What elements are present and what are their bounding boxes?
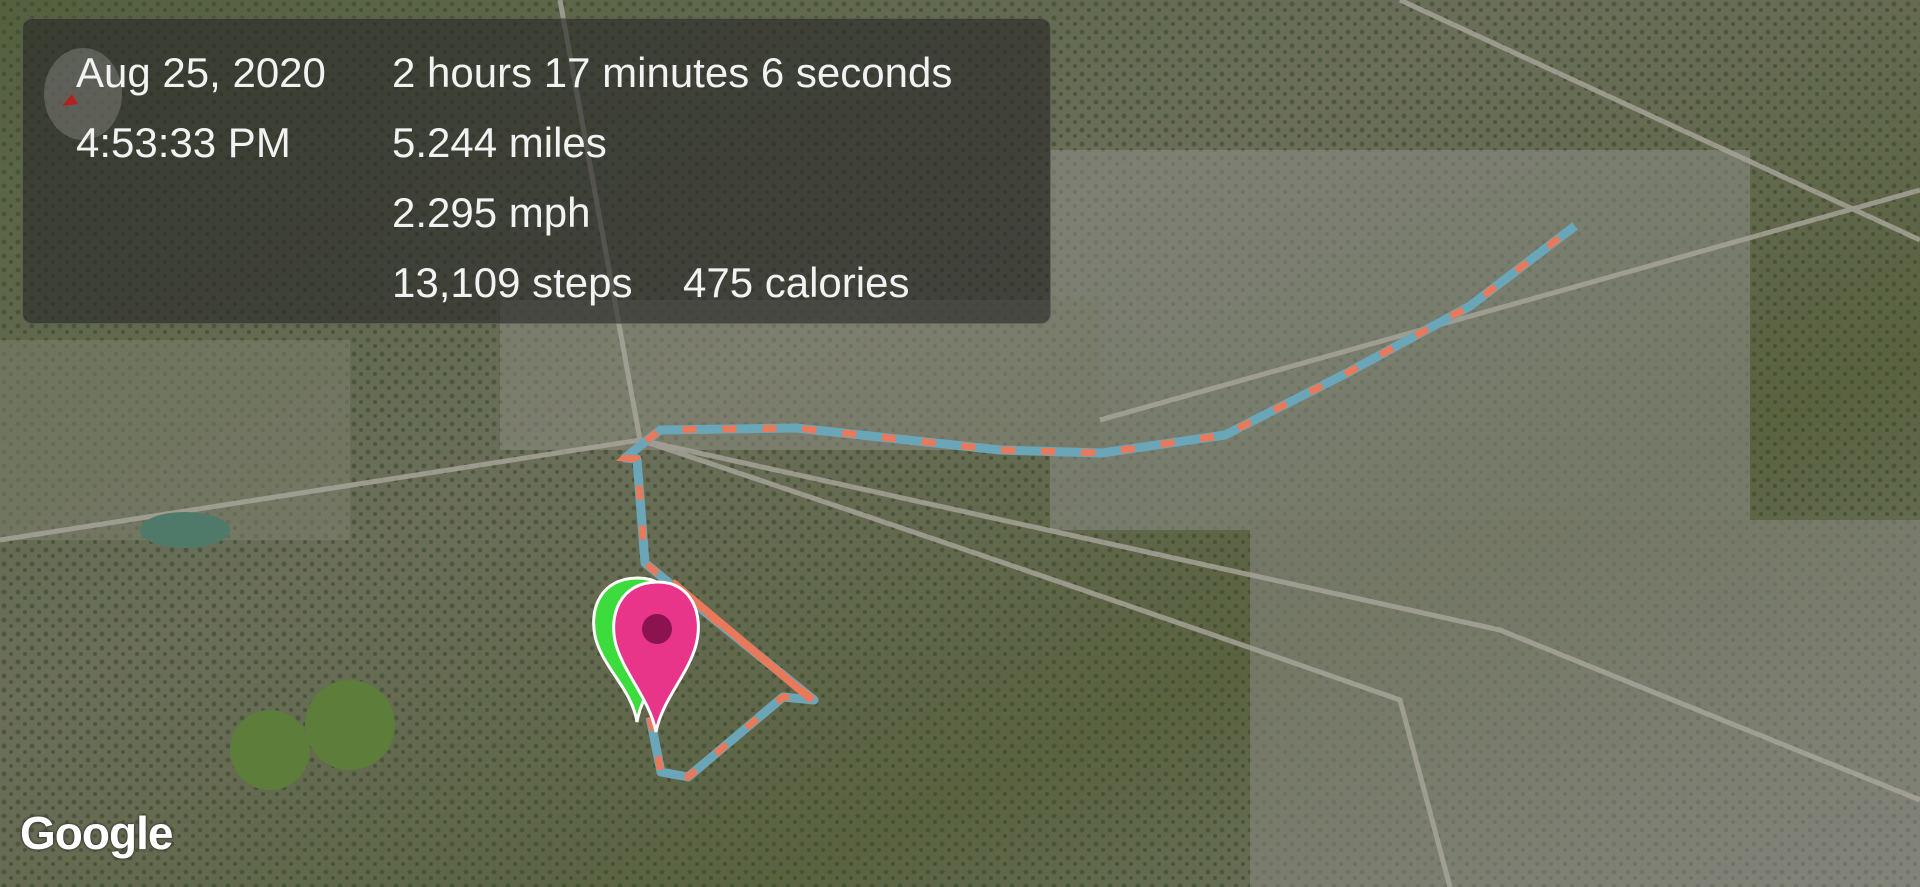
time-label: 4:53:33 PM [76, 119, 291, 166]
stats-panel [22, 18, 1051, 324]
sports-fields [140, 512, 395, 790]
distance-label: 5.244 miles [392, 119, 607, 166]
calories-label: 475 calories [683, 259, 910, 306]
compass-icon[interactable] [44, 48, 122, 140]
end-marker[interactable] [612, 580, 700, 733]
google-logo: Google [20, 807, 173, 859]
speed-label: 2.295 mph [392, 189, 591, 236]
route-segment [669, 578, 815, 704]
duration-label: 2 hours 17 minutes 6 seconds [392, 49, 953, 96]
route-path-overlay [615, 223, 1578, 781]
steps-label: 13,109 steps [392, 259, 633, 306]
date-label: Aug 25, 2020 [76, 49, 326, 96]
